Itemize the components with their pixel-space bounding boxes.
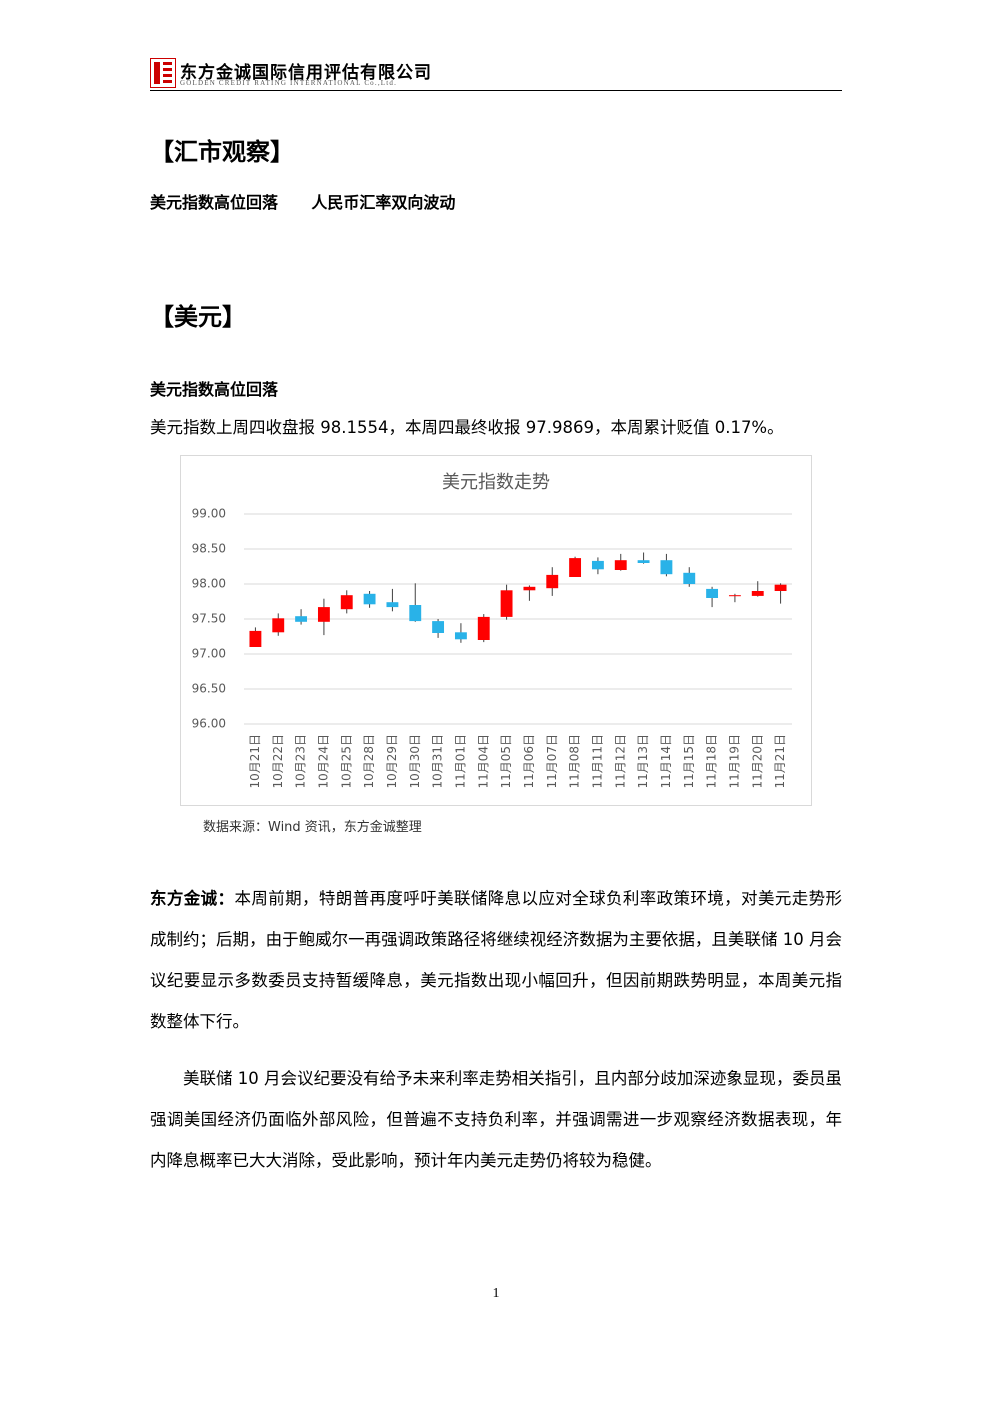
candle-body <box>591 560 604 570</box>
logo <box>150 58 176 88</box>
subtitle: 美元指数高位回落 <box>150 380 279 399</box>
company-name: 东方金诚国际信用评估有限公司 <box>180 63 432 83</box>
candle-body <box>249 630 262 647</box>
company-name-en: GOLDEN CREDIT RATING INTERNATIONAL Co.,L… <box>180 79 398 87</box>
y-tick-label: 98.00 <box>192 577 226 591</box>
candle-body <box>683 572 696 584</box>
candle-body <box>477 616 490 640</box>
x-tick-label: 10月25日 <box>339 734 353 789</box>
candle-body <box>546 574 559 589</box>
candle-body <box>409 605 422 622</box>
x-tick-label: 10月29日 <box>385 734 399 789</box>
x-tick-label: 10月24日 <box>316 734 330 789</box>
section-title: 【汇市观察】 <box>150 138 294 166</box>
candle-body <box>317 607 330 622</box>
candle-body <box>569 558 582 577</box>
header-rule <box>150 90 842 91</box>
candle-body <box>751 591 764 596</box>
chart-title: 美元指数走势 <box>442 472 550 493</box>
candle-body <box>706 588 719 598</box>
candle-body <box>272 618 285 633</box>
x-tick-label: 11月12日 <box>613 734 627 789</box>
candle-body <box>637 560 650 563</box>
candle-body <box>614 560 627 570</box>
candle-body <box>500 590 513 617</box>
y-tick-label: 96.50 <box>192 682 226 696</box>
x-tick-label: 11月20日 <box>750 734 764 789</box>
x-tick-label: 11月14日 <box>659 734 673 789</box>
x-tick-label: 11月01日 <box>453 734 467 789</box>
x-tick-label: 11月18日 <box>705 734 719 789</box>
intro: 美元指数上周四收盘报 98.1554，本周四最终收报 97.9869，本周累计贬… <box>150 418 784 437</box>
candle-body <box>295 616 308 622</box>
x-tick-label: 11月07日 <box>545 734 559 789</box>
x-tick-label: 10月30日 <box>408 734 422 789</box>
x-tick-label: 11月19日 <box>727 734 741 789</box>
x-tick-label: 11月15日 <box>682 734 696 789</box>
y-tick-label: 98.50 <box>192 542 226 556</box>
x-tick-label: 11月04日 <box>476 734 490 789</box>
candle-body <box>340 595 353 610</box>
candle-body <box>728 595 741 597</box>
x-tick-label: 10月31日 <box>431 734 445 789</box>
x-tick-label: 10月23日 <box>294 734 308 789</box>
x-tick-label: 11月11日 <box>590 734 604 789</box>
y-tick-label: 96.00 <box>192 717 226 731</box>
section-title: 【美元】 <box>150 303 246 331</box>
candle-body <box>660 560 673 575</box>
x-tick-label: 11月13日 <box>636 734 650 789</box>
y-tick-label: 97.50 <box>192 612 226 626</box>
y-tick-label: 99.00 <box>192 507 226 521</box>
candle-body <box>454 632 467 640</box>
summary: 美元指数高位回落 人民币汇率双向波动 <box>150 193 456 212</box>
candle-body <box>363 593 376 605</box>
page-number: 1 <box>492 1286 500 1301</box>
x-tick-label: 11月05日 <box>499 734 513 789</box>
candle-body <box>774 584 787 591</box>
comment-lead: 东方金诚： <box>150 889 235 908</box>
x-tick-label: 10月22日 <box>271 734 285 789</box>
x-tick-label: 11月08日 <box>568 734 582 789</box>
source: 数据来源：Wind 资讯，东方金诚整理 <box>203 820 422 835</box>
x-tick-label: 11月06日 <box>522 734 536 789</box>
candle-body <box>523 586 536 591</box>
x-tick-label: 11月21日 <box>773 734 787 789</box>
comment-text: 本周前期，特朗普再度呼吁美联储降息以应对全球负利率政策环境，对美元走势形成制约；… <box>150 889 842 1031</box>
candle-body <box>386 602 399 608</box>
x-tick-label: 10月28日 <box>362 734 376 789</box>
comment: 东方金诚：本周前期，特朗普再度呼吁美联储降息以应对全球负利率政策环境，对美元走势… <box>150 878 842 1042</box>
x-tick-label: 10月21日 <box>248 734 262 789</box>
chart: 美元指数走势 96.00 96.50 97.00 97.50 98.00 98.50 99.… <box>180 455 812 806</box>
y-tick-label: 97.00 <box>192 647 226 661</box>
paragraph: 美联储 10 月会议纪要没有给予未来利率走势相关指引，且内部分歧加深迹象显现，委… <box>150 1069 842 1170</box>
candle-body <box>432 621 445 633</box>
